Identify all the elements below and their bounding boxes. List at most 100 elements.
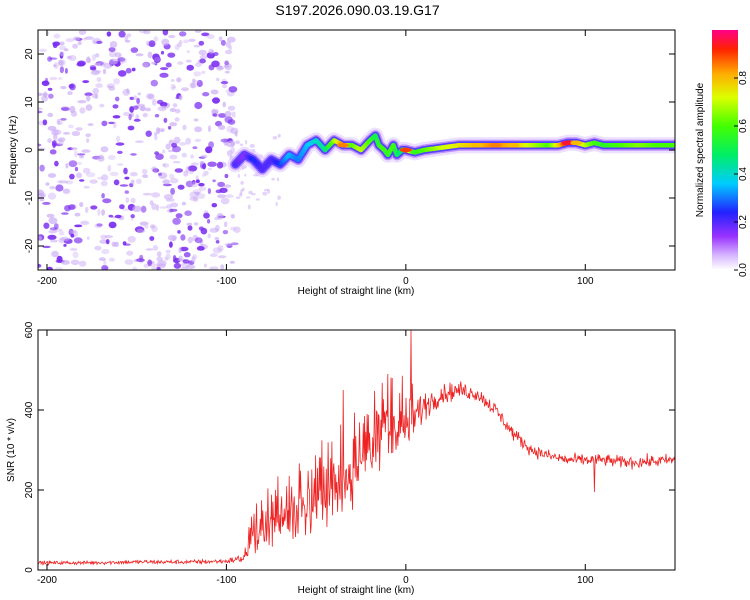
noise-blob bbox=[142, 192, 152, 196]
noise-blob bbox=[167, 125, 172, 130]
noise-blob bbox=[192, 189, 202, 195]
noise-blob bbox=[65, 180, 74, 185]
noise-blob bbox=[194, 126, 203, 133]
noise-blob bbox=[96, 223, 103, 227]
noise-blob bbox=[86, 94, 91, 102]
noise-blob bbox=[90, 66, 97, 71]
noise-blob bbox=[157, 260, 167, 267]
y-tick-label: 0 bbox=[24, 567, 35, 573]
noise-blob bbox=[216, 161, 224, 169]
noise-blob bbox=[196, 193, 206, 200]
noise-blob bbox=[82, 167, 91, 174]
noise-blob bbox=[52, 129, 62, 135]
y-tick-label: 200 bbox=[24, 481, 35, 498]
noise-blob bbox=[132, 266, 137, 270]
noise-blob bbox=[136, 97, 141, 105]
noise-blob bbox=[49, 239, 58, 243]
noise-blob bbox=[101, 248, 110, 255]
noise-blob bbox=[107, 155, 116, 160]
noise-blob bbox=[39, 48, 47, 53]
noise-blob bbox=[224, 184, 232, 188]
noise-blob bbox=[114, 52, 122, 58]
noise-blob bbox=[203, 212, 210, 219]
noise-blob bbox=[134, 226, 145, 233]
noise-blob bbox=[191, 181, 198, 188]
noise-blob bbox=[224, 242, 234, 247]
noise-blob bbox=[47, 138, 52, 144]
noise-blob bbox=[46, 213, 55, 218]
noise-blob bbox=[151, 225, 158, 233]
noise-blob bbox=[53, 64, 57, 67]
noise-blob bbox=[106, 31, 112, 37]
noise-blob bbox=[240, 180, 244, 185]
noise-blob bbox=[242, 187, 245, 191]
noise-blob bbox=[147, 259, 153, 267]
noise-blob bbox=[84, 206, 89, 213]
noise-blob bbox=[196, 79, 203, 88]
noise-blob bbox=[169, 177, 179, 184]
spectrogram-noise-layer bbox=[38, 30, 281, 270]
noise-blob bbox=[201, 32, 210, 37]
noise-blob bbox=[183, 39, 190, 44]
noise-blob bbox=[130, 218, 134, 221]
noise-blob bbox=[130, 47, 139, 53]
noise-blob bbox=[123, 243, 131, 246]
noise-blob bbox=[122, 88, 131, 96]
noise-blob bbox=[169, 208, 173, 213]
noise-blob bbox=[162, 149, 166, 154]
noise-blob bbox=[188, 38, 196, 42]
noise-blob bbox=[212, 179, 216, 183]
noise-blob bbox=[209, 253, 218, 258]
colorbar-gradient bbox=[712, 30, 738, 270]
spectrogram-y-label: Frequency (Hz) bbox=[8, 116, 19, 185]
noise-blob bbox=[187, 165, 198, 172]
noise-blob bbox=[225, 194, 234, 198]
noise-blob bbox=[65, 163, 69, 169]
noise-blob bbox=[220, 138, 230, 143]
noise-blob bbox=[151, 98, 157, 106]
noise-blob bbox=[38, 110, 43, 114]
noise-blob bbox=[70, 110, 78, 117]
noise-blob bbox=[212, 97, 220, 104]
noise-blob bbox=[185, 180, 194, 188]
noise-blob bbox=[38, 263, 42, 268]
noise-blob bbox=[159, 72, 169, 78]
noise-blob bbox=[125, 197, 130, 204]
noise-blob bbox=[53, 62, 59, 70]
noise-blob bbox=[160, 50, 165, 55]
noise-blob bbox=[108, 221, 117, 229]
noise-blob bbox=[148, 40, 156, 48]
noise-blob bbox=[264, 188, 269, 192]
noise-blob bbox=[77, 41, 82, 46]
noise-blob bbox=[196, 191, 199, 197]
noise-blob bbox=[179, 142, 187, 146]
ridge-hotspot bbox=[399, 147, 412, 153]
noise-blob bbox=[225, 41, 232, 48]
noise-blob bbox=[186, 264, 196, 270]
noise-blob bbox=[95, 83, 103, 88]
noise-blob bbox=[54, 267, 64, 270]
noise-blob bbox=[94, 62, 101, 66]
colorbar-tick-label: 0.4 bbox=[738, 167, 749, 181]
noise-blob bbox=[49, 227, 58, 231]
noise-blob bbox=[57, 77, 63, 80]
noise-blob bbox=[100, 180, 108, 187]
y-tick-label: 10 bbox=[24, 96, 35, 108]
noise-blob bbox=[178, 247, 182, 253]
noise-blob bbox=[172, 217, 181, 225]
noise-blob bbox=[155, 153, 164, 160]
noise-blob bbox=[172, 255, 177, 261]
noise-blob bbox=[200, 227, 208, 235]
noise-blob bbox=[149, 236, 155, 241]
noise-blob bbox=[40, 192, 46, 198]
noise-blob bbox=[158, 172, 162, 176]
noise-blob bbox=[180, 267, 188, 270]
noise-blob bbox=[220, 197, 230, 205]
noise-blob bbox=[117, 150, 123, 154]
noise-blob bbox=[47, 125, 57, 131]
noise-blob bbox=[70, 259, 80, 266]
noise-blob bbox=[132, 205, 142, 212]
snr-plot-area bbox=[38, 330, 675, 570]
noise-blob bbox=[85, 104, 93, 111]
noise-blob bbox=[175, 213, 183, 219]
